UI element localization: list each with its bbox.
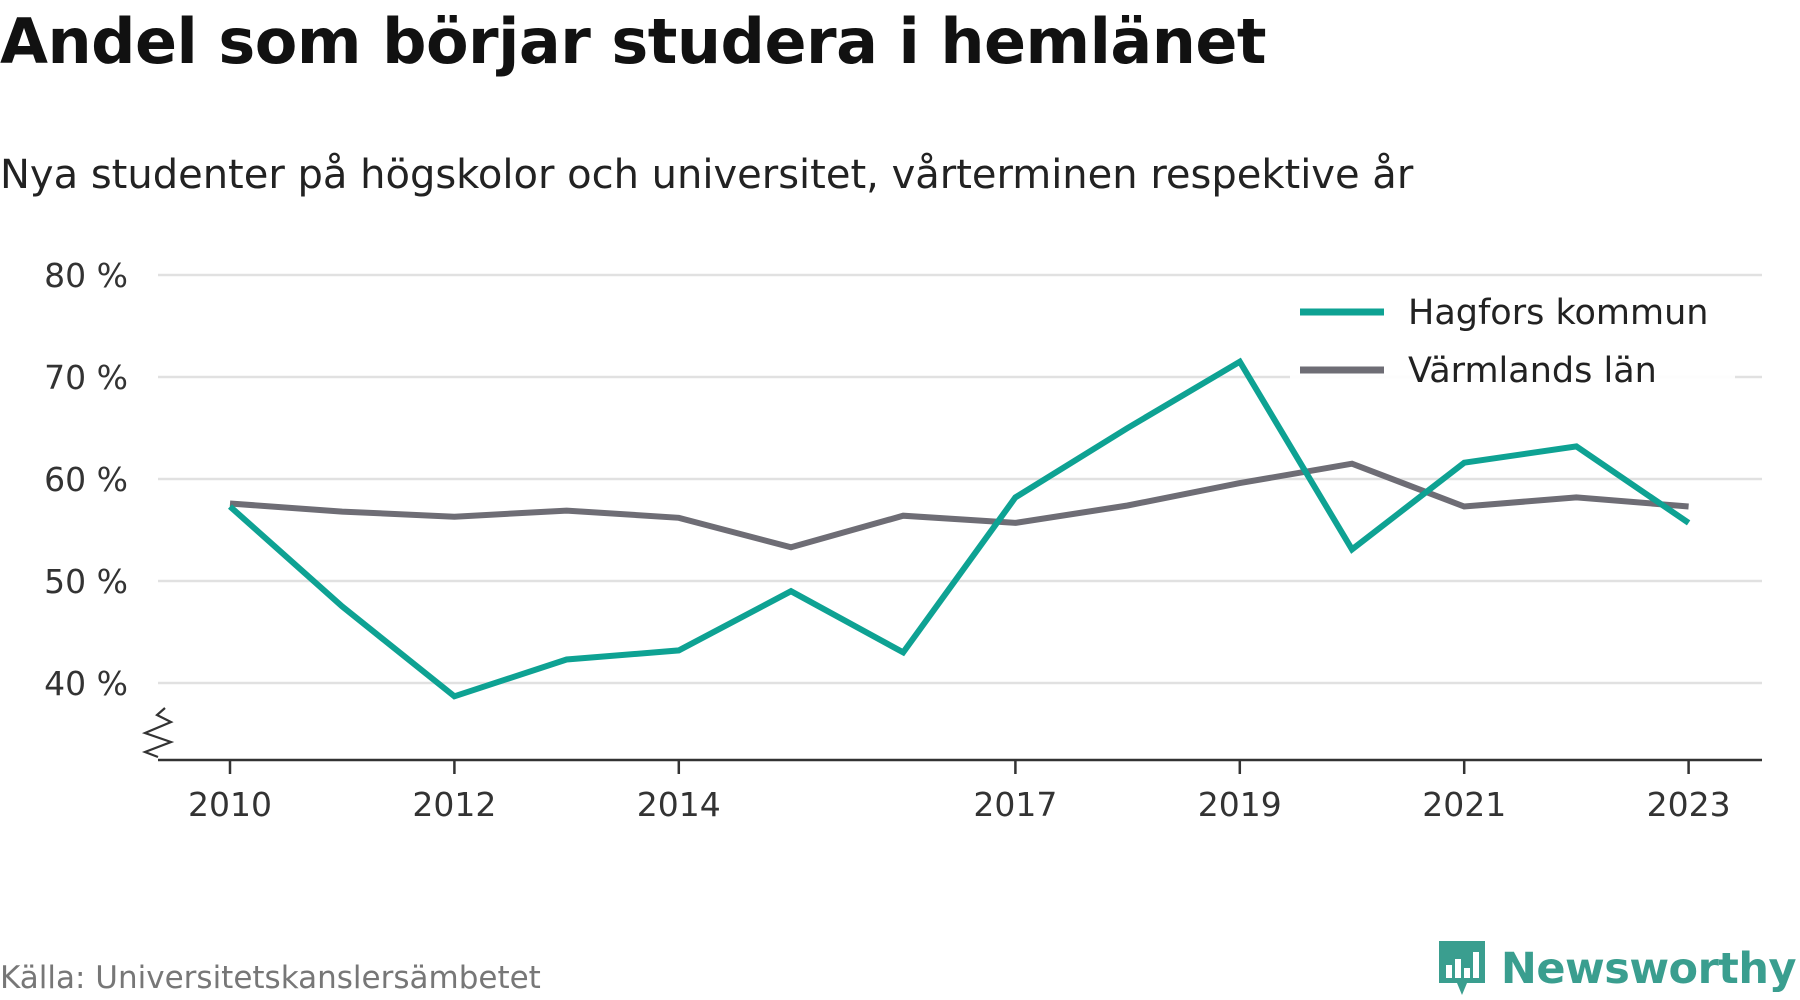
line-chart: 40 % 50 % 60 % 70 % 80 % 2010 2012 2014 2017 2019…: [44, 256, 1762, 824]
brand-logo: Newsworthy: [1437, 938, 1797, 1000]
x-tick-label: 2010: [188, 785, 272, 824]
x-tick-label: 2021: [1422, 785, 1506, 824]
brand-name: Newsworthy: [1500, 944, 1797, 994]
x-tick-label: 2017: [973, 785, 1057, 824]
series-line-2: [229, 460, 1689, 551]
x-tick-label: 2023: [1647, 785, 1731, 824]
legend-label-1: Hagfors kommun: [1408, 293, 1708, 333]
legend-background: [1290, 285, 1735, 395]
legend-label-2: Värmlands län: [1408, 351, 1657, 391]
x-tick-label: 2019: [1198, 785, 1282, 824]
y-tick-label: 60 %: [44, 460, 128, 499]
y-tick-label: 40 %: [44, 664, 128, 703]
y-tick-label: 50 %: [44, 562, 128, 601]
chart-subtitle: Nya studenter på högskolor och universit…: [0, 152, 1414, 198]
series-lines: [228, 357, 1691, 700]
x-tick-label: 2012: [412, 785, 496, 824]
y-tick-label: 80 %: [44, 256, 128, 295]
bar-chart-speech-bubble-icon: [1438, 941, 1485, 995]
legend: Hagfors kommun Värmlands län: [1290, 285, 1735, 395]
axis-break-icon: [141, 707, 175, 759]
series-line-1: [228, 357, 1691, 700]
chart-title: Andel som börjar studera i hemlänet: [0, 5, 1267, 78]
source-note: Källa: Universitetskanslersämbetet: [0, 960, 541, 996]
y-tick-label: 70 %: [44, 358, 128, 397]
x-tick-label: 2014: [637, 785, 721, 824]
axes: 40 % 50 % 60 % 70 % 80 % 2010 2012 2014 2017 2019…: [44, 256, 1762, 824]
